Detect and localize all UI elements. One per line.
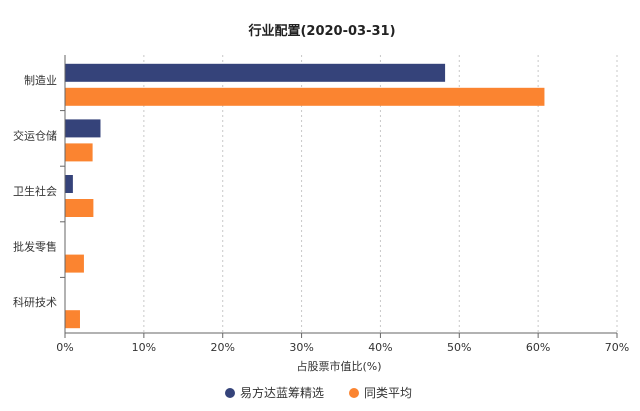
bar	[65, 175, 73, 193]
bars	[65, 63, 545, 329]
chart-title: 行业配置(2020-03-31)	[247, 23, 395, 39]
legend-label: 易方达蓝筹精选	[240, 385, 324, 400]
x-tick-label: 70%	[605, 341, 629, 354]
y-tick-label: 科研技术	[13, 295, 57, 309]
x-tick-labels: 0% 10% 20% 30% 40% 50% 60% 70%	[56, 341, 629, 354]
axes	[60, 55, 618, 338]
bar	[65, 119, 101, 138]
bar	[65, 63, 446, 82]
bar	[65, 143, 93, 162]
x-tick-label: 50%	[447, 341, 471, 354]
y-tick-label: 交运仓储	[13, 128, 57, 142]
legend-marker	[349, 388, 359, 398]
x-tick-label: 40%	[368, 341, 392, 354]
x-axis-title: 占股票市值比(%)	[296, 359, 381, 373]
y-tick-label: 制造业	[24, 73, 57, 87]
bar	[65, 199, 94, 217]
bar	[65, 87, 545, 106]
x-tick-label: 10%	[132, 341, 156, 354]
x-tick-label: 30%	[289, 341, 313, 354]
y-tick-label: 批发零售	[13, 240, 57, 254]
x-tick-label: 60%	[526, 341, 550, 354]
legend-label: 同类平均	[364, 386, 412, 400]
bar	[65, 310, 80, 329]
y-tick-label: 卫生社会	[13, 184, 57, 198]
legend: 易方达蓝筹精选 同类平均	[225, 385, 412, 400]
x-tick-label: 20%	[210, 341, 234, 354]
legend-marker	[225, 388, 235, 398]
x-tick-label: 0%	[56, 341, 73, 354]
bar	[65, 254, 84, 273]
